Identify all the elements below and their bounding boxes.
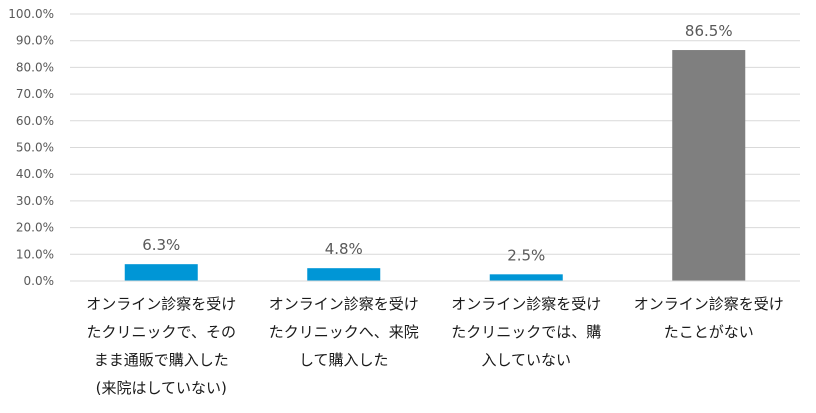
value-labels: 6.3% 4.8% 2.5% 86.5% xyxy=(142,22,732,264)
y-tick-label: 60.0% xyxy=(16,114,54,128)
x-category-label: オンライン診察を受け たことがない xyxy=(633,295,784,341)
x-category-label: オンライン診察を受け たクリニックで、その まま通販で購入した (来院はしていな… xyxy=(86,295,237,397)
y-tick-label: 20.0% xyxy=(16,221,54,235)
data-label: 86.5% xyxy=(685,22,733,40)
y-tick-label: 10.0% xyxy=(16,247,54,261)
bar xyxy=(307,268,381,281)
bar xyxy=(124,264,198,281)
y-tick-label: 80.0% xyxy=(16,60,54,74)
y-tick-label: 30.0% xyxy=(16,194,54,208)
y-tick-label: 0.0% xyxy=(24,274,55,288)
y-axis-ticks: 0.0% 10.0% 20.0% 30.0% 40.0% 50.0% 60.0% 70.0% 8… xyxy=(8,7,54,288)
data-label: 6.3% xyxy=(142,236,180,254)
bar xyxy=(489,274,563,281)
y-tick-label: 100.0% xyxy=(8,7,54,21)
data-label: 2.5% xyxy=(507,246,545,264)
bars xyxy=(124,50,746,281)
y-tick-label: 90.0% xyxy=(16,34,54,48)
data-label: 4.8% xyxy=(325,240,363,258)
y-tick-label: 50.0% xyxy=(16,141,54,155)
y-tick-label: 70.0% xyxy=(16,87,54,101)
x-category-label: オンライン診察を受け たクリニックでは、購 入していない xyxy=(451,295,602,369)
bar xyxy=(672,50,746,281)
x-category-label: オンライン診察を受け たクリニックへ、来院 して購入した xyxy=(268,295,419,369)
y-tick-label: 40.0% xyxy=(16,167,54,181)
gridlines xyxy=(70,13,800,255)
